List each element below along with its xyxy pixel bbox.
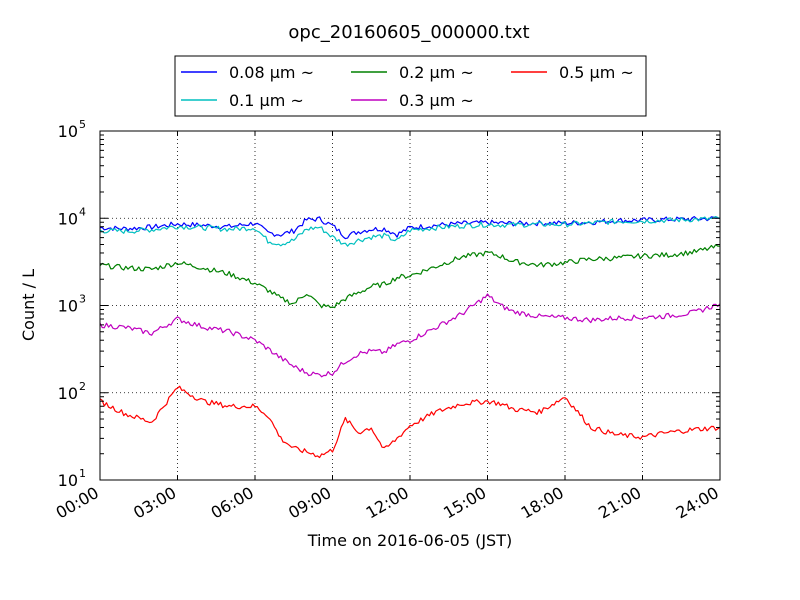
series-line	[99, 216, 721, 247]
y-tick-label: 10	[58, 384, 78, 403]
y-tick-label: 10	[58, 122, 78, 141]
x-tick-label: 15:00	[440, 483, 489, 523]
legend-label: 0.1 μm ~	[229, 91, 304, 110]
legend-box	[174, 55, 647, 117]
chart-title: opc_20160605_000000.txt	[288, 22, 529, 43]
legend-item: 0.1 μm ~	[181, 91, 304, 110]
legend-label: 0.08 μm ~	[229, 63, 314, 82]
x-tick-label: 21:00	[595, 483, 644, 523]
series-line	[99, 216, 721, 240]
y-tick-exponent: 2	[79, 380, 86, 393]
y-tick-label: 10	[58, 209, 78, 228]
y-tick-exponent: 5	[79, 118, 86, 131]
legend-label: 0.3 μm ~	[399, 91, 474, 110]
grid-lines	[100, 131, 720, 480]
y-tick-label: 10	[58, 297, 78, 316]
axis-ticks	[99, 130, 721, 481]
legend-item: 0.5 μm ~	[511, 63, 634, 82]
x-tick-labels: 00:00 03:00 06:00 09:00 12:00 15:00 18:00 21:00…	[53, 483, 722, 523]
series-line	[99, 293, 721, 378]
y-tick-exponent: 3	[79, 293, 86, 306]
x-tick-label: 24:00	[673, 483, 722, 523]
y-axis-label: Count / L	[19, 269, 38, 341]
x-tick-label: 09:00	[285, 483, 334, 523]
legend-item: 0.3 μm ~	[351, 91, 474, 110]
x-tick-label: 03:00	[130, 483, 179, 523]
x-tick-label: 06:00	[208, 483, 257, 523]
legend-item: 0.08 μm ~	[181, 63, 314, 82]
series-line	[99, 244, 720, 309]
series-lines	[99, 216, 721, 459]
y-tick-exponent: 4	[79, 205, 86, 218]
x-tick-label: 12:00	[363, 483, 412, 523]
legend-item: 0.2 μm ~	[351, 63, 474, 82]
y-tick-exponent: 1	[79, 467, 86, 480]
legend: 0.08 μm ~ 0.2 μm ~ 0.5 μm ~ 0.1 μm ~ 0.3 μm …	[174, 55, 647, 117]
series-line	[99, 385, 721, 459]
x-axis-label: Time on 2016-06-05 (JST)	[307, 531, 512, 550]
legend-label: 0.5 μm ~	[559, 63, 634, 82]
legend-label: 0.2 μm ~	[399, 63, 474, 82]
y-tick-label: 10	[58, 471, 78, 490]
x-tick-label: 18:00	[518, 483, 567, 523]
